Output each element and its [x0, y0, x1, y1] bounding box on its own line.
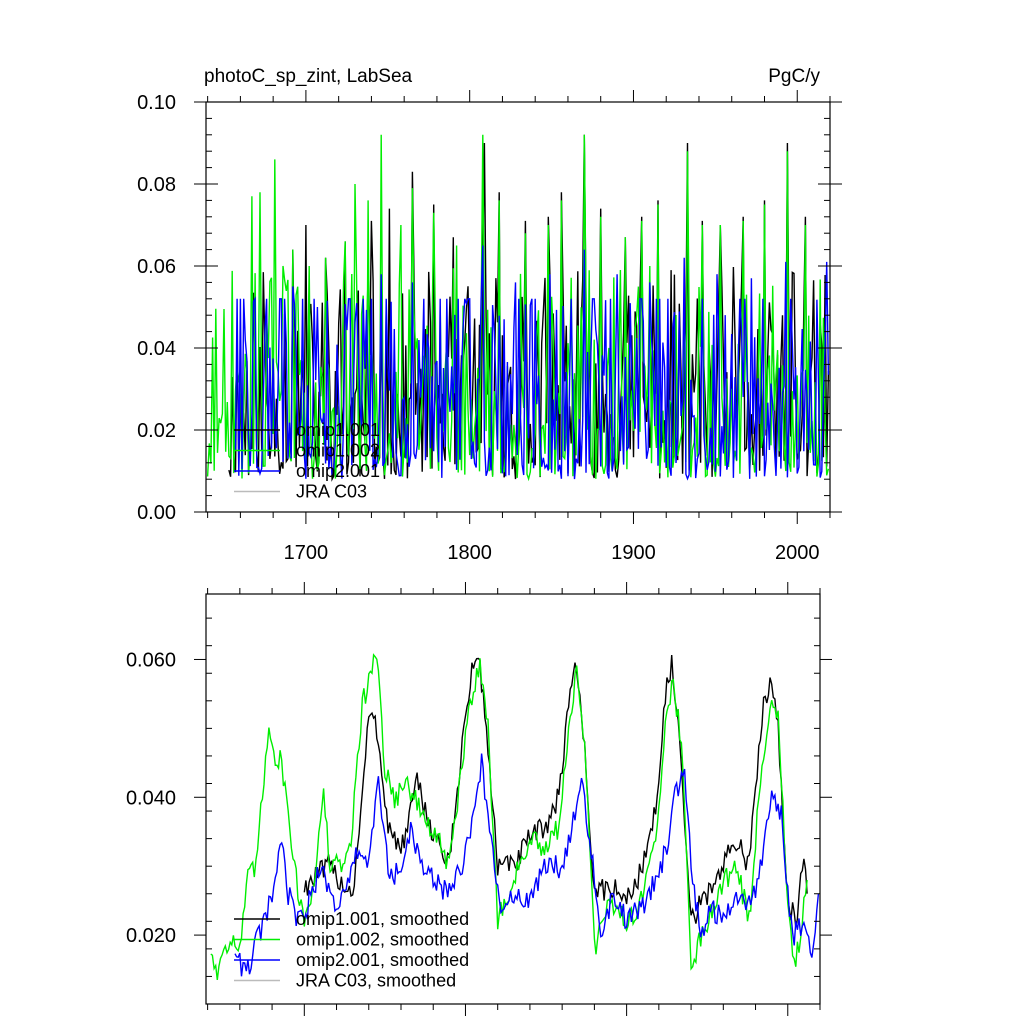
- legend-label-1-2: omip2.001, smoothed: [296, 950, 469, 970]
- x-tick-label-0-1: 1800: [447, 542, 492, 564]
- plot-frame-1: [205, 593, 821, 1005]
- series-line-0-2: [234, 245, 830, 481]
- plot-frame-0: [205, 101, 831, 513]
- legend-label-1-1: omip1.002, smoothed: [296, 930, 469, 950]
- y-tick-label-1-1: 0.040: [126, 787, 176, 809]
- y-tick-label-1-0: 0.020: [126, 925, 176, 947]
- y-tick-label-0-2: 0.04: [137, 338, 176, 360]
- y-tick-label-0-3: 0.06: [137, 256, 176, 278]
- plot-area-0: [206, 134, 830, 482]
- legend-label-1-0: omip1.001, smoothed: [296, 909, 469, 929]
- y-tick-label-0-5: 0.10: [137, 92, 176, 114]
- y-tick-label-1-2: 0.060: [126, 649, 176, 671]
- plot-area-1: [210, 653, 820, 980]
- legend-label-0-0: omip1.001: [296, 420, 380, 440]
- series-line-0-1: [206, 134, 830, 482]
- legend-label-0-1: omip1.002: [296, 441, 380, 461]
- y-tick-label-0-0: 0.00: [137, 502, 176, 524]
- x-tick-label-0-3: 2000: [775, 542, 820, 564]
- top-panel: photoC_sp_zint, LabSea PgC/y 1700 1800 190…: [137, 66, 842, 564]
- y-tick-label-0-4: 0.08: [137, 174, 176, 196]
- x-tick-label-0-2: 1900: [611, 542, 656, 564]
- series-line-1-0: [303, 655, 808, 928]
- x-tick-label-0-0: 1700: [284, 542, 329, 564]
- series-line-1-2: [234, 753, 820, 977]
- top-title-left: photoC_sp_zint, LabSea: [204, 66, 413, 87]
- bottom-panel: 0.020 0.040 0.060 omip1.001, smoothedomip1.…: [126, 582, 832, 1016]
- top-title-right: PgC/y: [768, 66, 820, 87]
- legend-label-0-2: omip2.001: [296, 461, 380, 481]
- legend-label-1-3: JRA C03, smoothed: [296, 971, 456, 991]
- legend-label-0-3: JRA C03: [296, 482, 367, 502]
- y-tick-label-0-1: 0.02: [137, 420, 176, 442]
